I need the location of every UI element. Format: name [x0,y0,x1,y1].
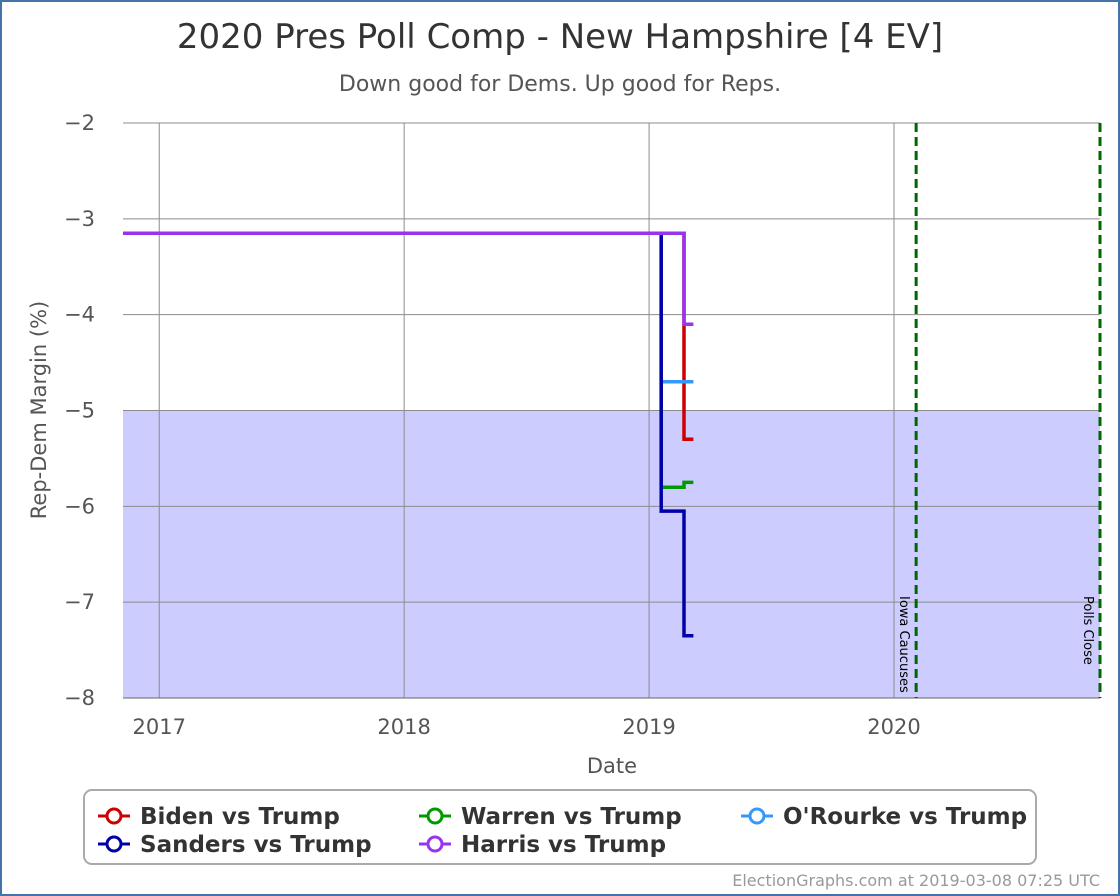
legend-item-biden[interactable]: Biden vs Trump [98,804,340,830]
chart-subtitle: Down good for Dems. Up good for Reps. [339,72,781,97]
y-tick-label: −7 [64,590,95,614]
y-tick-label: −4 [64,303,95,327]
legend-marker-orourke [748,807,766,825]
event-line-label: Polls Close [1080,596,1095,665]
legend-box [83,789,1037,865]
event-lines: Iowa Caucuses Polls Close [896,123,1102,698]
series-line-biden-vs-trump [123,231,694,442]
x-tick-label: 2020 [867,715,920,739]
legend-marker-biden [105,807,123,825]
x-tick-label: 2017 [133,715,186,739]
legend-item-orourke[interactable]: O'Rourke vs Trump [741,804,1027,830]
legend-marker-warren [426,807,444,825]
y-tick-label: −2 [64,111,95,135]
legend-label-biden: Biden vs Trump [140,804,340,830]
grid-lines [123,122,1100,699]
legend: Biden vs Trump Warren vs Trump O'Rourke … [83,789,1037,865]
legend-item-harris[interactable]: Harris vs Trump [419,832,666,858]
series-line-harris-vs-trump [123,231,694,327]
legend-label-sanders: Sanders vs Trump [140,832,372,858]
x-tick-label: 2018 [377,715,430,739]
x-tick-label: 2019 [622,715,675,739]
series-line-o-rourke-vs-trump [123,231,694,384]
legend-marker-sanders [105,835,123,853]
event-line-label: Iowa Caucuses [896,596,911,693]
dem-margin-band [123,410,1100,698]
legend-label-warren: Warren vs Trump [461,804,682,830]
legend-label-orourke: O'Rourke vs Trump [783,804,1027,830]
y-tick-label: −3 [64,207,95,231]
y-axis-title: Rep-Dem Margin (%) [27,301,51,519]
y-tick-label: −8 [64,686,95,710]
plot-background [123,410,1100,698]
credit-text[interactable]: ElectionGraphs.com at 2019-03-08 07:25 U… [732,871,1100,890]
legend-item-sanders[interactable]: Sanders vs Trump [98,832,372,858]
x-axis-title: Date [587,754,637,778]
legend-item-warren[interactable]: Warren vs Trump [419,804,682,830]
axis-tick-labels: −2 −3 −4 −5 −6 −7 −8 2017 2018 2019 2020 [64,111,921,739]
y-tick-label: −6 [64,494,95,518]
chart-title: 2020 Pres Poll Comp - New Hampshire [4 E… [177,17,943,57]
legend-label-harris: Harris vs Trump [461,832,666,858]
y-tick-label: −5 [64,399,95,423]
legend-marker-harris [426,835,444,853]
series-lines [123,231,694,638]
